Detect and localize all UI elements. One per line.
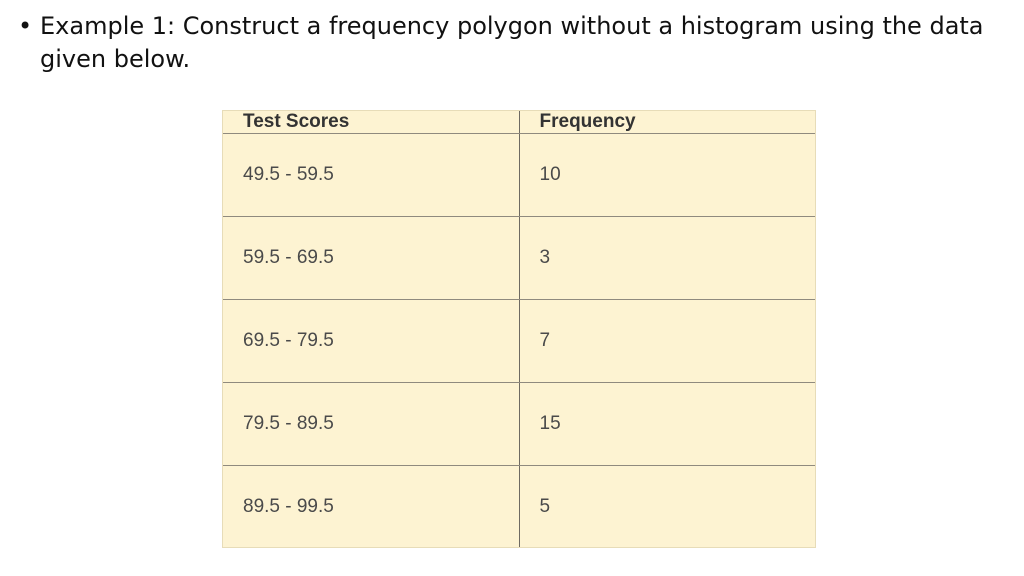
table-cell-frequency: 3 xyxy=(519,216,815,301)
table-header-row: Test Scores Frequency xyxy=(223,111,815,134)
bullet-item: • Example 1: Construct a frequency polyg… xyxy=(18,10,1008,76)
bullet-icon: • xyxy=(18,12,33,40)
table-row: 79.5 - 89.5 15 xyxy=(223,382,815,467)
table-cell-score-range: 49.5 - 59.5 xyxy=(223,133,520,218)
table-cell-frequency: 7 xyxy=(519,299,815,384)
table-cell-score-range: 89.5 - 99.5 xyxy=(223,465,520,547)
table-row: 89.5 - 99.5 5 xyxy=(223,465,815,547)
column-header-frequency: Frequency xyxy=(519,111,815,134)
table-row: 59.5 - 69.5 3 xyxy=(223,216,815,301)
table-cell-frequency: 15 xyxy=(519,382,815,467)
instruction-text: • Example 1: Construct a frequency polyg… xyxy=(18,10,1008,76)
bullet-text: Example 1: Construct a frequency polygon… xyxy=(40,12,984,73)
table-row: 49.5 - 59.5 10 xyxy=(223,133,815,218)
table-cell-score-range: 69.5 - 79.5 xyxy=(223,299,520,384)
table-cell-frequency: 5 xyxy=(539,495,551,517)
data-table: Test Scores Frequency 49.5 - 59.5 10 59.… xyxy=(223,111,815,547)
table-cell-score-range: 79.5 - 89.5 xyxy=(223,382,520,467)
table-cell-score-range: 59.5 - 69.5 xyxy=(223,216,520,301)
table-cell-frequency: 10 xyxy=(519,133,815,218)
column-header-test-scores: Test Scores xyxy=(223,111,520,134)
table-row: 69.5 - 79.5 7 xyxy=(223,299,815,384)
frequency-table: Test Scores Frequency 49.5 - 59.5 10 59.… xyxy=(222,110,816,548)
